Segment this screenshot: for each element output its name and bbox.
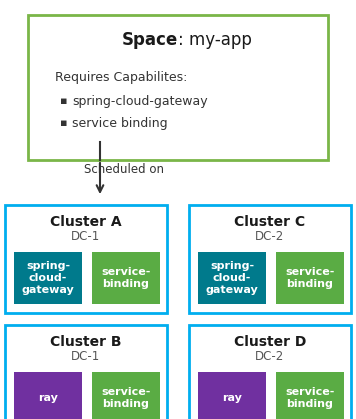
Text: spring-
cloud-
gateway: spring- cloud- gateway: [22, 261, 74, 295]
Text: DC-2: DC-2: [255, 351, 285, 364]
Text: Scheduled on: Scheduled on: [84, 163, 164, 176]
Text: Requires Capabilites:: Requires Capabilites:: [55, 72, 187, 85]
Text: spring-cloud-gateway: spring-cloud-gateway: [72, 95, 208, 108]
Bar: [5, 325, 167, 419]
Bar: [14, 252, 82, 304]
Text: service-
binding: service- binding: [285, 267, 335, 289]
Bar: [5, 205, 167, 313]
Bar: [198, 252, 266, 304]
Text: : my-app: : my-app: [178, 31, 252, 49]
Bar: [14, 372, 82, 419]
Text: spring-
cloud-
gateway: spring- cloud- gateway: [206, 261, 258, 295]
Text: service-
binding: service- binding: [101, 387, 151, 409]
Bar: [276, 252, 344, 304]
Bar: [198, 372, 266, 419]
Text: ▪: ▪: [60, 96, 68, 106]
Text: DC-1: DC-1: [71, 351, 101, 364]
Text: DC-2: DC-2: [255, 230, 285, 243]
Text: DC-1: DC-1: [71, 230, 101, 243]
Bar: [92, 372, 160, 419]
Bar: [28, 15, 328, 160]
Text: Space: Space: [122, 31, 178, 49]
Text: Cluster D: Cluster D: [234, 335, 306, 349]
Text: ray: ray: [38, 393, 58, 403]
Bar: [189, 205, 351, 313]
Text: service binding: service binding: [72, 116, 168, 129]
Text: Cluster C: Cluster C: [235, 215, 305, 229]
Bar: [276, 372, 344, 419]
Text: Cluster B: Cluster B: [50, 335, 122, 349]
Text: service-
binding: service- binding: [101, 267, 151, 289]
Bar: [92, 252, 160, 304]
Text: ▪: ▪: [60, 118, 68, 128]
Text: service-
binding: service- binding: [285, 387, 335, 409]
Text: Cluster A: Cluster A: [50, 215, 122, 229]
Text: ray: ray: [222, 393, 242, 403]
Bar: [189, 325, 351, 419]
